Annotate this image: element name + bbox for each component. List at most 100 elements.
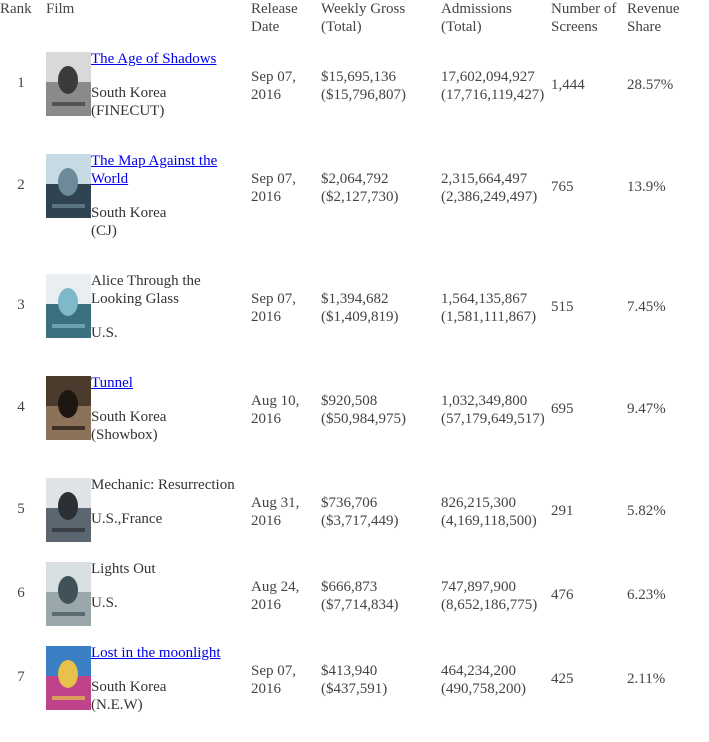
rank-cell: 2 xyxy=(17,177,25,193)
film-country: South Korea xyxy=(91,205,167,221)
rank-cell: 3 xyxy=(17,297,25,313)
film-country: U.S. xyxy=(91,325,118,341)
screens-cell: 476 xyxy=(551,587,574,603)
gross-total-value: ($437,591) xyxy=(321,681,388,697)
film-distributor: (FINECUT) xyxy=(91,103,165,119)
revenue-share-cell: 2.11% xyxy=(627,671,666,687)
film-title-line: Tunnel xyxy=(91,375,133,391)
revenue-share-cell: 5.82% xyxy=(627,503,666,519)
film-country: U.S. xyxy=(91,595,118,611)
release-date-line: Sep 07, xyxy=(251,663,296,679)
film-origin: South Korea (N.E.W) xyxy=(91,678,251,714)
film-title-line: Lost in the moonlight xyxy=(91,645,221,661)
screens-cell: 291 xyxy=(551,503,574,519)
rank-cell: 4 xyxy=(17,399,25,415)
header-screens-line1: Number of xyxy=(551,1,617,17)
weekly-gross-value: $666,873 xyxy=(321,579,378,595)
gross-total-value: ($7,714,834) xyxy=(321,597,399,613)
table-row: 1 The Age of Shadows South Korea (FINECUT) S… xyxy=(0,50,709,132)
film-origin: U.S. xyxy=(91,324,251,342)
weekly-gross-cell: $1,394,682 ($1,409,819) xyxy=(321,290,439,326)
admissions-total-value: (490,758,200) xyxy=(441,681,526,697)
film-title-link[interactable]: The Age of Shadows xyxy=(91,50,251,68)
screens-cell: 1,444 xyxy=(551,77,585,93)
admissions-value: 1,032,349,800 xyxy=(441,393,528,409)
weekly-gross-cell: $920,508 ($50,984,975) xyxy=(321,392,439,428)
header-revenue-share: Revenue Share xyxy=(627,0,707,36)
admissions-cell: 1,032,349,800 (57,179,649,517) xyxy=(441,392,553,428)
film-origin: South Korea (FINECUT) xyxy=(91,84,251,120)
film-title: Lights Out xyxy=(91,560,251,578)
poster-image[interactable] xyxy=(46,478,91,542)
header-film: Film xyxy=(46,1,75,17)
film-title-line: Lights Out xyxy=(91,561,156,577)
release-date-cell: Sep 07, 2016 xyxy=(251,68,317,104)
poster-image[interactable] xyxy=(46,154,91,218)
screens-cell: 515 xyxy=(551,299,574,315)
film-origin: U.S. xyxy=(91,594,251,612)
screens-cell: 765 xyxy=(551,179,574,195)
admissions-value: 2,315,664,497 xyxy=(441,171,528,187)
table-row: 2 The Map Against the World South Korea (CJ)… xyxy=(0,152,709,239)
release-date-line: 2016 xyxy=(251,87,281,103)
header-share-line2: Share xyxy=(627,19,662,35)
weekly-gross-value: $920,508 xyxy=(321,393,378,409)
admissions-cell: 464,234,200 (490,758,200) xyxy=(441,662,553,698)
poster-image[interactable] xyxy=(46,274,91,338)
release-date-line: 2016 xyxy=(251,309,281,325)
header-share-line1: Revenue xyxy=(627,1,680,17)
screens-cell: 425 xyxy=(551,671,574,687)
rank-cell: 1 xyxy=(17,75,25,91)
table-row: 5 Mechanic: Resurrection U.S.,France Aug 31… xyxy=(0,476,709,558)
header-release-date: Release Date xyxy=(251,0,319,36)
header-gross-line2: (Total) xyxy=(321,19,362,35)
release-date-line: 2016 xyxy=(251,411,281,427)
gross-total-value: ($3,717,449) xyxy=(321,513,399,529)
screens-cell: 695 xyxy=(551,401,574,417)
film-country: South Korea xyxy=(91,85,167,101)
film-title-link[interactable]: Lost in the moonlight xyxy=(91,644,251,662)
poster-image[interactable] xyxy=(46,562,91,626)
header-release-line2: Date xyxy=(251,19,280,35)
release-date-line: 2016 xyxy=(251,513,281,529)
film-title-link[interactable]: Tunnel xyxy=(91,374,251,392)
admissions-cell: 1,564,135,867 (1,581,111,867) xyxy=(441,290,553,326)
release-date-line: 2016 xyxy=(251,597,281,613)
weekly-gross-cell: $15,695,136 ($15,796,807) xyxy=(321,68,439,104)
admissions-value: 747,897,900 xyxy=(441,579,516,595)
gross-total-value: ($2,127,730) xyxy=(321,189,399,205)
admissions-total-value: (1,581,111,867) xyxy=(441,309,537,325)
release-date-cell: Aug 10, 2016 xyxy=(251,392,317,428)
admissions-cell: 826,215,300 (4,169,118,500) xyxy=(441,494,553,530)
release-date-line: Aug 10, xyxy=(251,393,300,409)
admissions-value: 464,234,200 xyxy=(441,663,516,679)
revenue-share-cell: 7.45% xyxy=(627,299,666,315)
weekly-gross-cell: $2,064,792 ($2,127,730) xyxy=(321,170,439,206)
poster-image[interactable] xyxy=(46,52,91,116)
film-country: South Korea xyxy=(91,679,167,695)
release-date-line: Aug 31, xyxy=(251,495,300,511)
gross-total-value: ($1,409,819) xyxy=(321,309,399,325)
weekly-gross-cell: $666,873 ($7,714,834) xyxy=(321,578,439,614)
header-gross-line1: Weekly Gross xyxy=(321,1,406,17)
film-origin: U.S.,France xyxy=(91,510,251,528)
weekly-gross-value: $413,940 xyxy=(321,663,378,679)
admissions-value: 1,564,135,867 xyxy=(441,291,528,307)
table-row: 6 Lights Out U.S. Aug 24, 2016 $666,873 ($7,71… xyxy=(0,560,709,642)
header-screens: Number of Screens xyxy=(551,0,627,36)
header-screens-line2: Screens xyxy=(551,19,598,35)
poster-image[interactable] xyxy=(46,376,91,440)
admissions-cell: 747,897,900 (8,652,186,775) xyxy=(441,578,553,614)
table-row: 4 Tunnel South Korea (Showbox) Aug 10, 2016 $9… xyxy=(0,374,709,456)
release-date-line: Sep 07, xyxy=(251,69,296,85)
weekly-gross-value: $15,695,136 xyxy=(321,69,396,85)
revenue-share-cell: 28.57% xyxy=(627,77,674,93)
revenue-share-cell: 13.9% xyxy=(627,179,666,195)
film-title: Mechanic: Resurrection xyxy=(91,476,251,494)
admissions-total-value: (2,386,249,497) xyxy=(441,189,538,205)
film-title-link[interactable]: The Map Against the World xyxy=(91,152,251,188)
weekly-gross-cell: $413,940 ($437,591) xyxy=(321,662,439,698)
film-country: U.S.,France xyxy=(91,511,163,527)
poster-image[interactable] xyxy=(46,646,91,710)
film-country: South Korea xyxy=(91,409,167,425)
